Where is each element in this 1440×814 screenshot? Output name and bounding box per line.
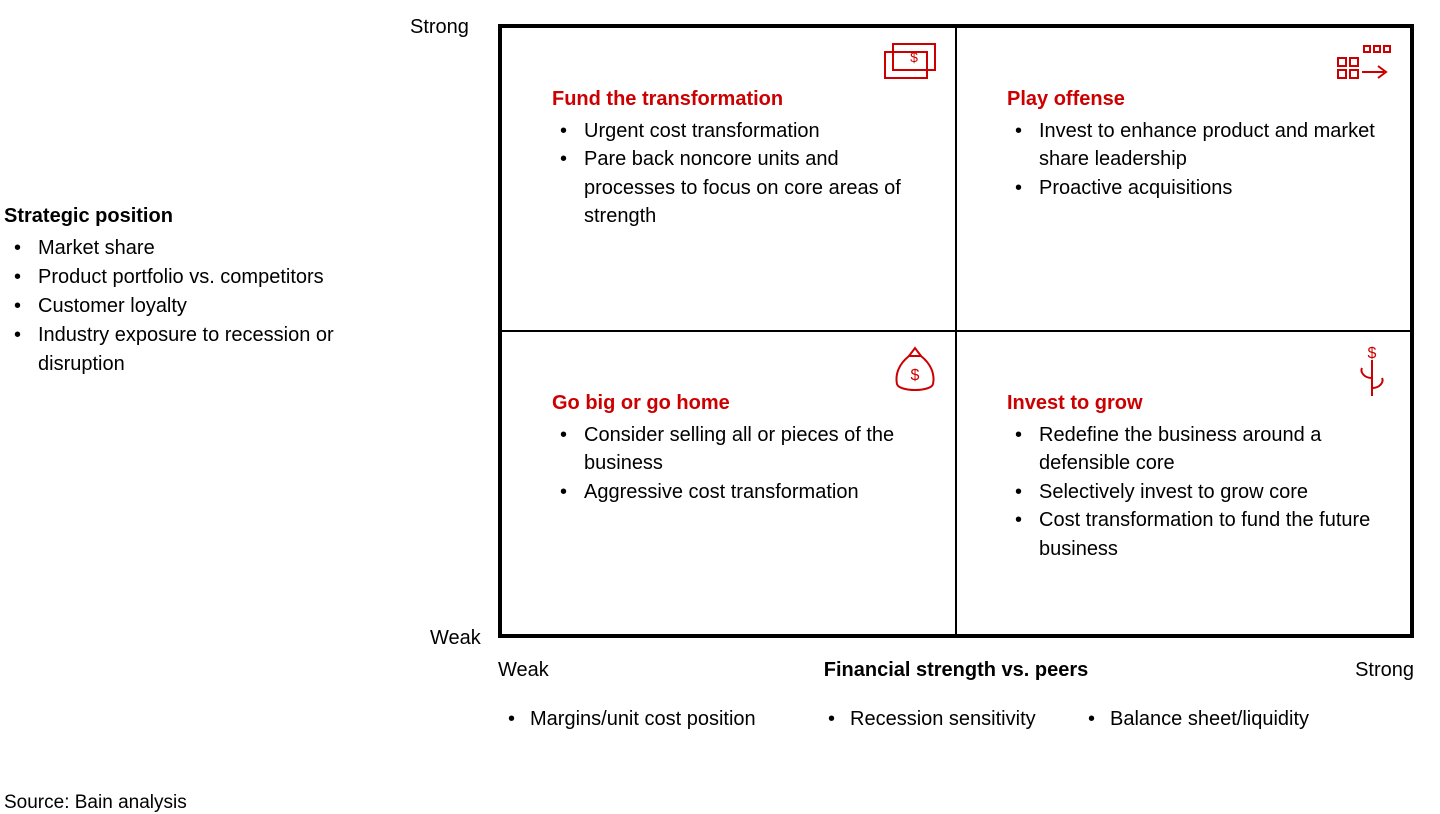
strategy-matrix: $ Fund the transformation Urgent cost tr… xyxy=(498,24,1414,638)
quadrant-bullet: Aggressive cost transformation xyxy=(552,478,925,506)
quadrant-bullet: Invest to enhance product and market sha… xyxy=(1007,117,1380,174)
quadrant-title: Invest to grow xyxy=(1007,392,1380,415)
quadrant-title: Play offense xyxy=(1007,88,1380,111)
x-axis-label-right: Strong xyxy=(1355,659,1414,682)
x-axis-item: Recession sensitivity xyxy=(818,708,1078,731)
y-axis-label-bottom: Weak xyxy=(430,627,481,650)
x-axis-label-left: Weak xyxy=(498,659,549,682)
building-arrow-icon xyxy=(1334,42,1392,91)
quadrant-bullet: Selectively invest to grow core xyxy=(1007,478,1380,506)
y-axis-label-top: Strong xyxy=(410,16,469,39)
quadrant-bullet: Redefine the business around a defensibl… xyxy=(1007,421,1380,478)
quadrant-top-left: $ Fund the transformation Urgent cost tr… xyxy=(501,27,956,331)
y-axis-description: Strategic position Market share Product … xyxy=(4,205,384,379)
quadrant-bullet: Pare back noncore units and processes to… xyxy=(552,145,925,230)
y-axis-item: Industry exposure to recession or disrup… xyxy=(4,321,384,379)
quadrant-bullet: Consider selling all or pieces of the bu… xyxy=(552,421,925,478)
quadrant-bullet: Cost transformation to fund the future b… xyxy=(1007,506,1380,563)
quadrant-bottom-left: $ Go big or go home Consider selling all… xyxy=(501,331,956,635)
source-citation: Source: Bain analysis xyxy=(4,792,187,814)
x-axis-title: Financial strength vs. peers xyxy=(824,659,1089,682)
cash-icon: $ xyxy=(883,42,937,87)
quadrant-bullet: Urgent cost transformation xyxy=(552,117,925,145)
x-axis-item: Margins/unit cost position xyxy=(498,708,818,731)
x-axis-description: Margins/unit cost position Recession sen… xyxy=(498,708,1414,731)
svg-text:$: $ xyxy=(911,367,920,384)
svg-text:$: $ xyxy=(1368,346,1377,362)
quadrant-bottom-right: $ Invest to grow Redefine the business a… xyxy=(956,331,1411,635)
y-axis-item: Market share xyxy=(4,234,384,263)
y-axis-item: Customer loyalty xyxy=(4,292,384,321)
growth-dollar-icon: $ xyxy=(1352,346,1392,403)
svg-text:$: $ xyxy=(910,49,918,65)
quadrant-title: Go big or go home xyxy=(552,392,925,415)
quadrant-title: Fund the transformation xyxy=(552,88,925,111)
x-axis-labels: Weak Financial strength vs. peers Strong xyxy=(498,659,1414,682)
y-axis-title: Strategic position xyxy=(4,205,384,228)
y-axis-item: Product portfolio vs. competitors xyxy=(4,263,384,292)
quadrant-top-right: Play offense Invest to enhance product a… xyxy=(956,27,1411,331)
x-axis-item: Balance sheet/liquidity xyxy=(1078,708,1309,731)
money-bag-icon: $ xyxy=(893,346,937,399)
quadrant-bullet: Proactive acquisitions xyxy=(1007,174,1380,202)
